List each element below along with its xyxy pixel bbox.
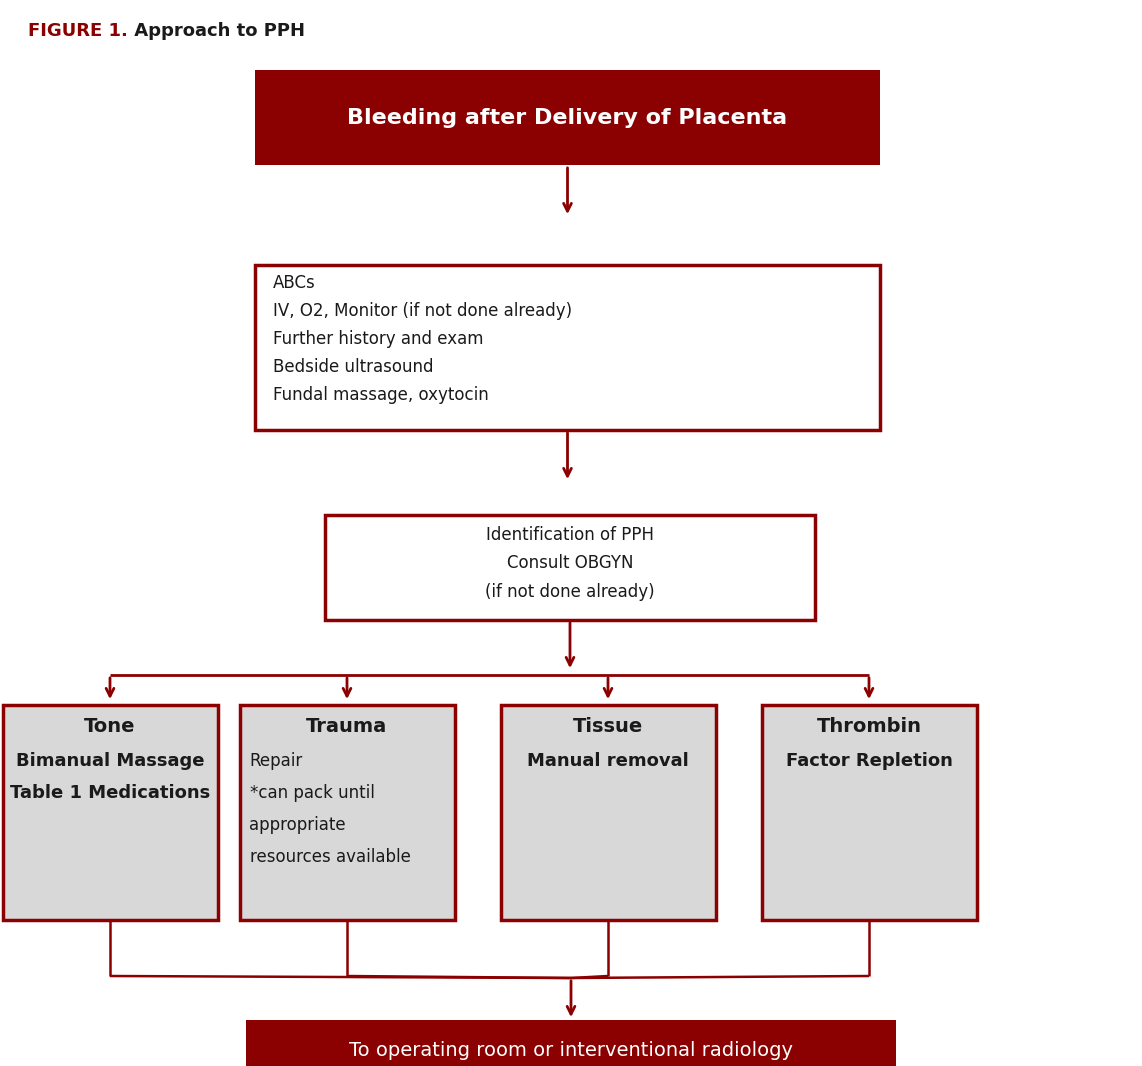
Text: IV, O2, Monitor (if not done already): IV, O2, Monitor (if not done already) [273, 302, 572, 320]
Text: Bleeding after Delivery of Placenta: Bleeding after Delivery of Placenta [347, 108, 788, 128]
Text: Tissue: Tissue [573, 717, 643, 737]
Text: appropriate: appropriate [249, 815, 346, 834]
FancyBboxPatch shape [240, 705, 455, 920]
FancyBboxPatch shape [246, 1020, 896, 1066]
Text: Further history and exam: Further history and exam [273, 330, 483, 348]
FancyBboxPatch shape [762, 705, 976, 920]
Text: ABCs: ABCs [273, 274, 315, 292]
Text: FIGURE 1.: FIGURE 1. [29, 22, 128, 41]
FancyBboxPatch shape [325, 515, 815, 620]
FancyBboxPatch shape [255, 70, 880, 165]
Text: To operating room or interventional radiology: To operating room or interventional radi… [349, 1040, 793, 1060]
Text: Factor Repletion: Factor Repletion [786, 752, 952, 770]
Text: Bedside ultrasound: Bedside ultrasound [273, 358, 434, 376]
Text: Approach to PPH: Approach to PPH [128, 22, 305, 41]
Text: Consult OBGYN: Consult OBGYN [507, 554, 634, 572]
Text: resources available: resources available [249, 847, 410, 866]
Text: Manual removal: Manual removal [528, 752, 689, 770]
Text: (if not done already): (if not done already) [485, 583, 654, 600]
FancyBboxPatch shape [2, 705, 217, 920]
Text: Bimanual Massage: Bimanual Massage [16, 752, 204, 770]
Text: Table 1 Medications: Table 1 Medications [10, 784, 210, 802]
FancyBboxPatch shape [500, 705, 716, 920]
Text: Thrombin: Thrombin [817, 717, 922, 737]
Text: Trauma: Trauma [306, 717, 387, 737]
Text: Repair: Repair [249, 752, 303, 770]
FancyBboxPatch shape [255, 265, 880, 430]
Text: *can pack until: *can pack until [249, 784, 375, 802]
Text: Tone: Tone [85, 717, 136, 737]
Text: Fundal massage, oxytocin: Fundal massage, oxytocin [273, 386, 489, 404]
Text: Identification of PPH: Identification of PPH [486, 526, 654, 544]
